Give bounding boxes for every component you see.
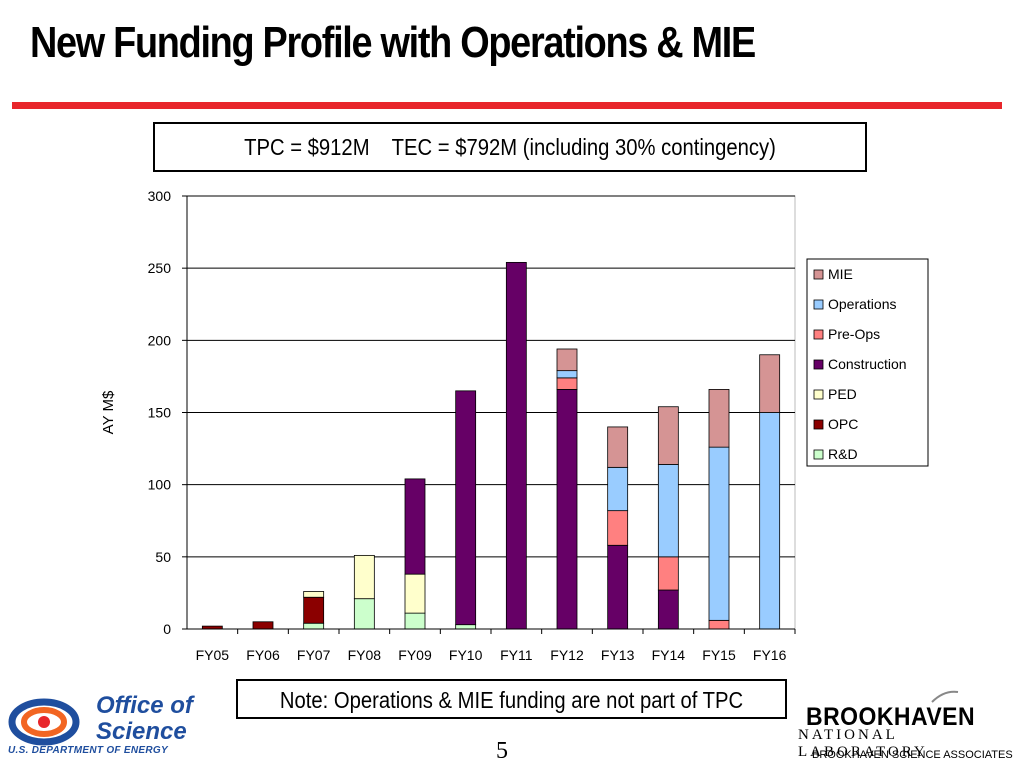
bar-pre-ops (556, 377, 578, 390)
bar-pre-ops (657, 556, 679, 591)
office-of-science-logo: Office of Science (8, 690, 248, 760)
brookhaven-logo-text: BROOKHAVEN (806, 703, 976, 731)
bar-ped (353, 554, 375, 600)
legend-swatch (813, 359, 824, 370)
title-rule (12, 102, 1002, 109)
x-tick-label: FY13 (601, 647, 635, 663)
bar-construction (607, 544, 629, 630)
legend-swatch (813, 419, 824, 430)
y-tick-label: 250 (148, 260, 172, 276)
brookhaven-swoosh-icon (931, 690, 959, 703)
x-tick-label: FY07 (297, 647, 331, 663)
y-tick-label: 50 (155, 549, 171, 565)
x-tick-label: FY14 (652, 647, 686, 663)
bar-r-d (455, 624, 477, 630)
bar-opc (303, 596, 325, 624)
doe-text: U.S. DEPARTMENT OF ENERGY (8, 745, 168, 756)
y-tick-label: 300 (148, 188, 172, 204)
y-tick-label: 200 (148, 332, 172, 348)
bar-operations (708, 446, 730, 621)
x-tick-label: FY12 (550, 647, 584, 663)
legend-swatch (813, 299, 824, 310)
x-tick-label: FY08 (348, 647, 382, 663)
tpc-box: TPC = $912M TEC = $792M (including 30% c… (153, 122, 867, 172)
legend-label: MIE (828, 266, 853, 282)
y-tick-label: 0 (163, 621, 171, 637)
tpc-text: TPC = $912M TEC = $792M (including 30% c… (244, 134, 776, 160)
legend-swatch (813, 329, 824, 340)
bar-mie (759, 354, 781, 413)
y-tick-label: 150 (148, 405, 172, 421)
legend-label: PED (828, 386, 857, 402)
bar-ped (303, 591, 325, 598)
bar-mie (556, 348, 578, 372)
legend-swatch (813, 449, 824, 460)
science-text: Science (96, 718, 187, 745)
x-tick-label: FY09 (398, 647, 432, 663)
bar-r-d (303, 622, 325, 630)
y-axis-label: AY M$ (100, 390, 117, 434)
brookhaven-associates-text: BROOKHAVEN SCIENCE ASSOCIATES (812, 749, 1013, 761)
bar-r-d (404, 612, 426, 630)
note-text: Note: Operations & MIE funding are not p… (279, 687, 744, 713)
bar-construction (657, 589, 679, 630)
note-box: Note: Operations & MIE funding are not p… (236, 679, 787, 719)
national-laboratory-text: NATIONAL LABORATORY (798, 727, 928, 760)
legend-label: Pre-Ops (828, 326, 880, 342)
legend-swatch (813, 269, 824, 280)
x-tick-label: FY11 (500, 647, 533, 663)
bar-r-d (353, 598, 375, 630)
legend (806, 258, 929, 467)
legend-label: R&D (828, 446, 858, 462)
bar-mie (607, 426, 629, 468)
bar-ped (404, 573, 426, 614)
bar-mie (708, 389, 730, 448)
legend-label: Operations (828, 296, 896, 312)
bar-construction (505, 261, 527, 630)
legend-label: Construction (828, 356, 907, 372)
x-tick-label: FY06 (246, 647, 280, 663)
bar-operations (607, 466, 629, 512)
bar-construction (404, 478, 426, 575)
x-tick-label: FY05 (196, 647, 230, 663)
x-tick-label: FY16 (753, 647, 787, 663)
bar-operations (759, 412, 781, 630)
y-tick-label: 100 (148, 477, 172, 493)
x-tick-label: FY10 (449, 647, 483, 663)
page-number: 5 (496, 738, 508, 764)
bar-operations (657, 464, 679, 558)
office-of-text: Office of (96, 692, 193, 719)
legend-swatch (813, 389, 824, 400)
bar-construction (556, 389, 578, 630)
bar-mie (657, 406, 679, 465)
bar-operations (556, 370, 578, 379)
legend-label: OPC (828, 416, 858, 432)
bar-opc (252, 621, 274, 630)
slide-title: New Funding Profile with Operations & MI… (30, 18, 756, 67)
office-of-science-swirl-icon (8, 698, 80, 746)
bar-pre-ops (708, 619, 730, 630)
bar-pre-ops (607, 510, 629, 546)
x-tick-label: FY15 (702, 647, 736, 663)
bar-construction (455, 390, 477, 626)
